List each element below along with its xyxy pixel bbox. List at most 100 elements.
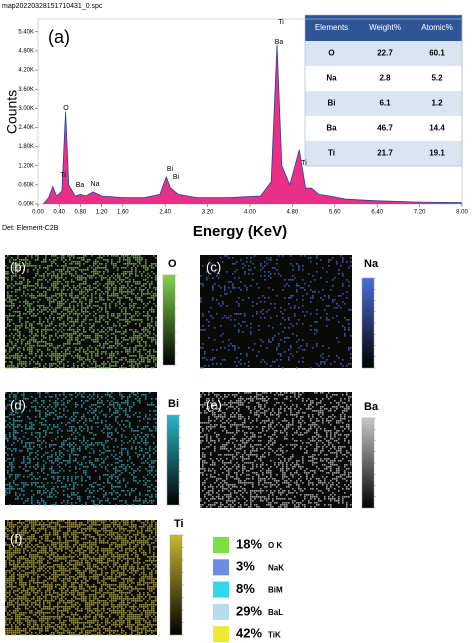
map-panel-label: (e) <box>206 397 222 412</box>
table-row-bg <box>305 116 462 141</box>
map-panel-label: (d) <box>10 397 26 412</box>
legend-name: TiK <box>268 630 281 639</box>
table-header: Elements <box>315 23 348 32</box>
table-header: Weight% <box>369 23 401 32</box>
legend-swatch <box>213 537 229 553</box>
legend-percent: 29% <box>236 603 262 618</box>
map-element-label: Ti <box>174 518 184 530</box>
map-pixels <box>200 255 352 369</box>
y-tick-label: 1.80K <box>18 144 34 150</box>
table-cell: 21.7 <box>377 149 393 158</box>
legend-percent: 18% <box>236 536 262 551</box>
x-tick-label: 0.00 <box>32 210 44 216</box>
table-header: Atomic% <box>421 23 453 32</box>
legend-percent: 42% <box>236 626 262 641</box>
table-row-bg <box>305 91 462 116</box>
legend-percent: 3% <box>236 559 255 574</box>
table-cell: 22.7 <box>377 49 393 58</box>
table-cell: 19.1 <box>429 149 445 158</box>
y-tick-label: 5.40K <box>18 29 34 35</box>
map-background <box>200 255 352 368</box>
legend-swatch <box>213 559 229 576</box>
table-cell: 5.2 <box>431 74 443 83</box>
y-axis-label: Counts <box>4 90 20 134</box>
table-cell: 1.2 <box>431 99 443 108</box>
x-tick-label: 0.80 <box>75 210 87 216</box>
map-element-label: Bi <box>168 398 179 410</box>
peak-label: O <box>63 105 69 112</box>
map-panel-label: (c) <box>206 259 221 274</box>
table-cell: Ti <box>328 149 335 158</box>
legend-swatch <box>213 581 229 598</box>
x-tick-label: 4.00 <box>244 210 256 216</box>
peak-label: Ti <box>60 172 66 179</box>
legend-name: O K <box>268 541 282 550</box>
map-panel-label: (f) <box>10 531 22 546</box>
map-panel-label: (b) <box>10 259 26 274</box>
panel-label: (a) <box>48 27 70 47</box>
colorbar <box>166 414 180 506</box>
detector-note: Det: Element-C2B <box>2 225 59 232</box>
x-tick-label: 4.80 <box>287 210 299 216</box>
x-tick-label: 2.40 <box>159 210 171 216</box>
peak-label: Ti <box>278 19 284 26</box>
peak-label: Ba <box>275 39 284 46</box>
peak-label: Bi <box>173 174 180 181</box>
table-cell: 6.1 <box>379 99 391 108</box>
map-pixels <box>200 392 352 508</box>
legend-name: BaL <box>268 608 283 617</box>
y-tick-label: 1.20K <box>18 163 34 169</box>
y-tick-label: 3.00K <box>18 106 34 112</box>
legend: 18% O K 3% NaK 8% BiM 29% BaL 42% TiK <box>213 536 284 643</box>
table-cell: O <box>328 49 334 58</box>
peak-label: Na <box>91 181 100 188</box>
table-row-bg <box>305 66 462 91</box>
x-tick-label: 0.40 <box>53 210 65 216</box>
table-cell: 60.1 <box>429 49 445 58</box>
colorbar <box>361 277 375 369</box>
spectrum-line <box>42 44 463 205</box>
colorbar <box>361 417 375 509</box>
y-tick-label: 3.60K <box>18 87 34 93</box>
colorbar <box>169 534 183 636</box>
table-row-bg <box>305 141 462 166</box>
legend-swatch <box>213 626 229 643</box>
table-cell: Bi <box>328 99 336 108</box>
x-tick-label: 1.60 <box>117 210 129 216</box>
map-element-label: Ba <box>364 401 379 413</box>
table-header-bg <box>305 15 462 41</box>
table-cell: Ba <box>326 124 337 133</box>
legend-name: BiM <box>268 586 283 595</box>
y-tick-label: 0.00K <box>18 202 34 208</box>
x-tick-label: 3.20 <box>202 210 214 216</box>
legend-swatch <box>213 603 229 620</box>
x-tick-label: 5.60 <box>329 210 341 216</box>
legend-percent: 8% <box>236 581 255 596</box>
y-tick-label: 0.60K <box>18 182 34 188</box>
x-tick-label: 1.20 <box>96 210 108 216</box>
table-cell: 46.7 <box>377 124 393 133</box>
map-pixels <box>5 520 157 636</box>
table-cell: 2.8 <box>379 74 391 83</box>
table: Elements Weight% Atomic% O 22.7 60.1 Na 2.8 5.2 B… <box>304 14 463 167</box>
table-cell: Na <box>326 74 337 83</box>
legend-name: NaK <box>268 563 284 572</box>
peak-label: Ti <box>301 160 307 167</box>
x-tick-label: 8.00 <box>456 210 468 216</box>
x-tick-label: 6.40 <box>371 210 383 216</box>
maps: (b) O (c) Na (d) Bi (e) Ba (f) Ti <box>5 255 379 636</box>
map-element-label: Na <box>364 258 379 270</box>
peak-label: Bi <box>167 166 174 173</box>
y-tick-label: 4.20K <box>18 68 34 74</box>
colorbar <box>162 274 176 366</box>
x-tick-label: 7.20 <box>414 210 426 216</box>
y-tick-label: 4.80K <box>18 48 34 54</box>
map-pixels <box>5 392 157 506</box>
table-cell: 14.4 <box>429 124 445 133</box>
peak-label: Ba <box>76 182 85 189</box>
table-row-bg <box>305 41 462 66</box>
x-axis-label: Energy (KeV) <box>193 223 287 240</box>
file-name: map20220328151710431_0.spc <box>2 3 103 10</box>
